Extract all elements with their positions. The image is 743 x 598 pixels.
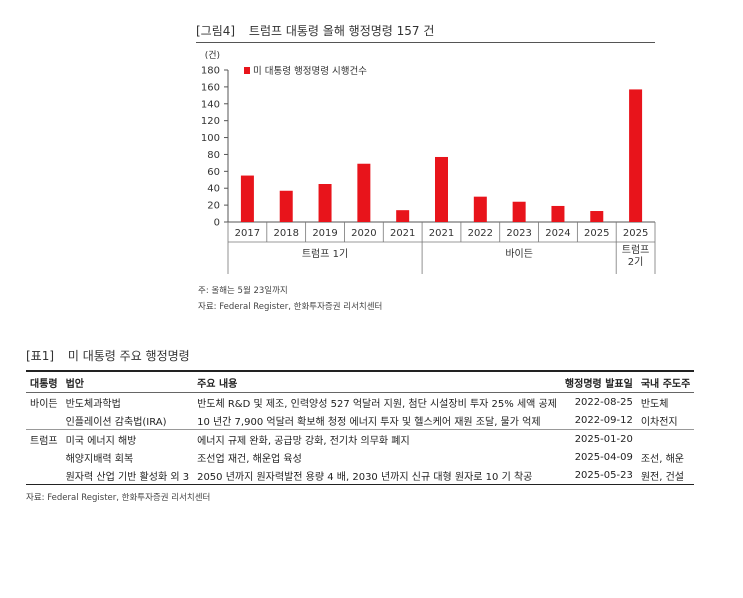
group-label: 트럼프 1기 (302, 247, 348, 260)
bar (279, 190, 293, 222)
figure-title-rule (196, 42, 655, 43)
header-law: 법안 (61, 370, 194, 393)
cell-content: 반도체 R&D 및 제조, 인력양성 527 억달러 지원, 첨단 시설장비 투… (197, 398, 557, 410)
cell-law: 원자력 산업 기반 활성화 외 3 (61, 466, 194, 485)
cell-law: 해양지배력 회복 (65, 453, 134, 465)
bar-chart: (건) 0 20 40 60 80 100 120 140 160 180 2017 2018 2019 2… (201, 50, 656, 274)
x-tick-label: 2022 (468, 228, 493, 239)
x-tick-label: 2020 (351, 228, 376, 239)
cell-president (26, 466, 62, 485)
bar (435, 156, 448, 222)
x-tick-label: 2017 (235, 228, 260, 239)
table-title: [표1] 미 대통령 주요 행정명령 (26, 347, 190, 364)
y-axis-unit: (건) (205, 50, 220, 61)
y-tick-label: 140 (201, 99, 220, 110)
y-tick-label: 180 (201, 66, 220, 77)
bar (473, 196, 487, 222)
cell-president: 바이든 (30, 398, 58, 410)
x-tick-label: 2019 (312, 228, 337, 239)
group-label: 트럼프 (622, 243, 650, 256)
header-leading-stocks: 국내 주도주 (636, 370, 695, 393)
figure-number: [그림4] (196, 24, 236, 38)
figure-title: [그림4] 트럼프 대통령 올해 행정명령 157 건 (196, 22, 434, 39)
cell-date: 2022-09-12 (560, 411, 637, 430)
cell-content: 조선업 재건, 해운업 육성 (197, 453, 302, 465)
cell-date: 2025-04-09 (574, 451, 633, 463)
cell-leading-stocks: 원전, 건설 (636, 466, 695, 485)
table-source: 자료: Federal Register, 한화투자증권 리서치센터 (26, 493, 211, 503)
bar (629, 89, 643, 222)
x-tick-label: 2024 (545, 228, 570, 239)
executive-order-table: 대통령 법안 주요 내용 행정명령 발표일 국내 주도주 바이든 반도체과학법 … (26, 370, 695, 485)
table-row: 해양지배력 회복 조선업 재건, 해운업 육성 2025-04-09 조선, 해… (26, 448, 694, 466)
table-number: [표1] (26, 349, 55, 363)
figure-source: 자료: Federal Register, 한화투자증권 리서치센터 (198, 302, 383, 312)
y-tick-label: 100 (201, 133, 220, 144)
bar (551, 205, 565, 222)
bar (240, 175, 254, 222)
cell-president (26, 411, 62, 430)
header-president: 대통령 (26, 370, 62, 393)
x-tick-label: 2023 (506, 228, 531, 239)
cell-content: 에너지 규제 완화, 공급망 강화, 전기차 의무화 폐지 (197, 435, 410, 447)
x-tick-label: 2021 (429, 228, 454, 239)
group-label: 바이든 (505, 248, 533, 260)
table-row: 바이든 반도체과학법 반도체 R&D 및 제조, 인력양성 527 억달러 지원… (26, 393, 694, 412)
y-tick-label: 160 (201, 82, 220, 93)
x-tick-label: 2021 (390, 228, 415, 239)
table-row: 원자력 산업 기반 활성화 외 3 2050 년까지 원자력발전 용량 4 배,… (26, 466, 695, 485)
bar (318, 184, 332, 222)
legend-swatch (244, 67, 250, 74)
header-date: 행정명령 발표일 (560, 370, 637, 393)
x-tick-label: 2018 (274, 228, 299, 239)
figure-title-text: 트럼프 대통령 올해 행정명령 157 건 (248, 24, 435, 38)
y-tick-label: 20 (207, 201, 220, 212)
x-tick-label: 2025 (584, 228, 609, 239)
y-tick-label: 120 (201, 116, 220, 127)
cell-date: 2022-08-25 (574, 396, 633, 408)
cell-law: 인플레이션 감축법(IRA) (61, 411, 194, 430)
cell-content: 2050 년까지 원자력발전 용량 4 배, 2030 년까지 신규 대형 원자… (193, 466, 561, 485)
y-tick-label: 40 (207, 184, 220, 195)
cell-leading-stocks: 이차전지 (636, 411, 695, 430)
bar (590, 211, 604, 222)
legend-label: 미 대통령 행정명령 시행건수 (253, 65, 367, 77)
y-tick-label: 0 (214, 218, 220, 229)
cell-president: 트럼프 (30, 435, 58, 447)
bar (396, 210, 410, 222)
cell-date: 2025-05-23 (560, 466, 637, 485)
cell-president (26, 448, 62, 466)
group-label: 2기 (628, 256, 644, 268)
cell-leading-stocks: 조선, 해운 (640, 453, 684, 465)
cell-law: 미국 에너지 해방 (65, 435, 137, 447)
bar (512, 201, 526, 222)
y-tick-label: 60 (207, 167, 220, 178)
cell-content: 10 년간 7,900 억달러 확보해 청정 에너지 투자 및 헬스케어 재원 … (193, 411, 561, 430)
header-content: 주요 내용 (193, 370, 561, 393)
x-tick-label: 2025 (623, 228, 648, 239)
table-row: 트럼프 미국 에너지 해방 에너지 규제 완화, 공급망 강화, 전기차 의무화… (26, 430, 694, 449)
table-title-text: 미 대통령 주요 행정명령 (67, 349, 190, 363)
bar (357, 163, 371, 222)
table-header-row: 대통령 법안 주요 내용 행정명령 발표일 국내 주도주 (26, 370, 695, 393)
cell-law: 반도체과학법 (65, 398, 121, 410)
cell-leading-stocks (637, 430, 694, 449)
y-tick-label: 80 (207, 150, 220, 161)
cell-leading-stocks: 반도체 (640, 398, 669, 410)
table-row: 인플레이션 감축법(IRA) 10 년간 7,900 억달러 확보해 청정 에너… (26, 411, 695, 430)
figure-note: 주: 올해는 5월 23일까지 (198, 286, 288, 296)
cell-date: 2025-01-20 (574, 433, 633, 445)
